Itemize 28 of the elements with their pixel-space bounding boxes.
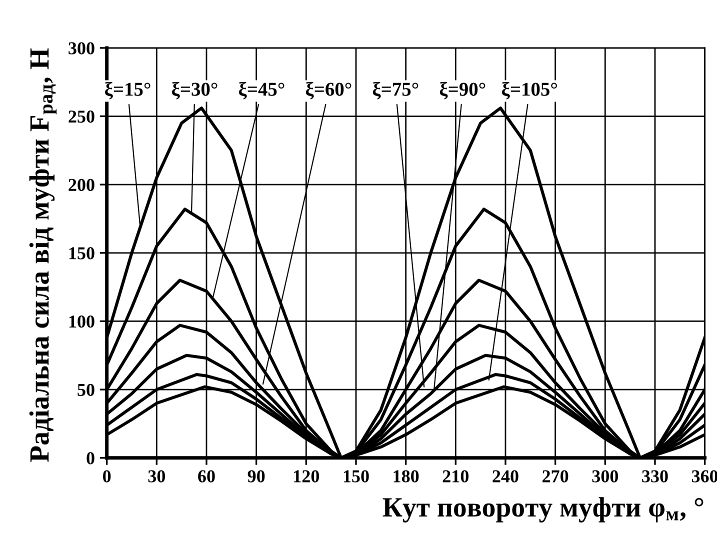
x-axis-title: Кут повороту муфти φ$_{м}$, °	[382, 497, 704, 522]
x-tick-label: 210	[442, 470, 469, 482]
y-tick-label: 200	[68, 178, 94, 192]
x-tick-label: 330	[642, 470, 668, 482]
y-tick-label: 300	[68, 42, 94, 54]
x-tick-label: 180	[394, 470, 419, 482]
y-tick-label: 50	[78, 384, 94, 396]
x-tick-label: 150	[344, 470, 369, 482]
annotation: ξ=15°	[104, 82, 150, 100]
x-tick-label: 30	[148, 470, 166, 482]
y-tick-label: 150	[69, 247, 94, 260]
y-tick-label: 250	[68, 110, 94, 123]
annotation: ξ=60°	[306, 82, 352, 100]
annotation: ξ=105°	[502, 82, 557, 100]
x-tick-label: 240	[492, 470, 518, 482]
x-tick-label: 120	[294, 470, 320, 482]
x-tick-label: 270	[542, 470, 568, 482]
x-tick-label: 90	[248, 470, 265, 482]
x-tick-label: 0	[103, 470, 111, 482]
y-axis-title: Радіальна сила від муфти F$_{рад}$, Н	[29, 48, 57, 462]
annotation: ξ=45°	[238, 82, 284, 100]
annotation: ξ=75°	[372, 82, 418, 100]
annotation: ξ=30°	[172, 82, 218, 100]
x-tick-label: 60	[198, 470, 215, 482]
y-tick-label: 0	[86, 452, 94, 464]
y-tick-label: 100	[69, 315, 94, 328]
annotation: ξ=90°	[440, 82, 486, 100]
x-tick-label: 300	[592, 470, 618, 482]
